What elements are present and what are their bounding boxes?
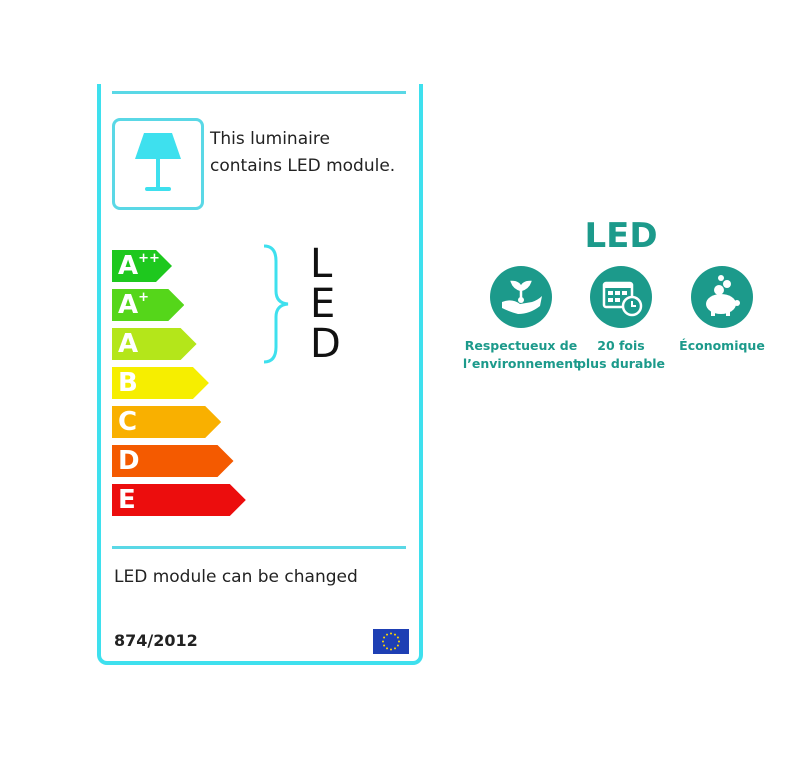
class-letter: D xyxy=(118,446,140,476)
class-letter: A xyxy=(118,290,139,320)
divider xyxy=(112,91,406,94)
features-title: LED xyxy=(584,216,658,256)
energy-class-D: D xyxy=(112,445,234,477)
class-letter: B xyxy=(118,368,138,398)
energy-label xyxy=(97,84,423,665)
feature-label: plus durable xyxy=(576,356,666,371)
energy-class-Ap: A+ xyxy=(112,289,184,321)
brace-icon xyxy=(263,244,289,364)
class-suffix: ++ xyxy=(138,251,160,266)
lamp-icon xyxy=(135,133,181,191)
feature-label: Respectueux de xyxy=(464,338,578,353)
class-letter: A xyxy=(118,251,139,281)
calendar-clock-icon xyxy=(590,266,652,328)
luminaire-text: This luminaire xyxy=(210,129,330,149)
luminaire-text: contains LED module. xyxy=(210,156,396,176)
class-suffix: + xyxy=(138,290,150,305)
feature-label: Économique xyxy=(679,338,765,353)
regulation-number: 874/2012 xyxy=(114,631,198,650)
piggy-bank-icon xyxy=(691,266,753,328)
class-letter: A xyxy=(118,329,139,359)
energy-class-A: A xyxy=(112,328,197,360)
energy-class-E: E xyxy=(112,484,246,516)
led-letter: E xyxy=(310,281,336,327)
divider xyxy=(112,546,406,549)
feature-label: l’environnement xyxy=(462,356,580,371)
class-letter: C xyxy=(118,407,138,437)
feature-label: 20 fois xyxy=(597,338,645,353)
led-letter: L xyxy=(310,241,333,287)
hand-plant-icon xyxy=(490,266,552,328)
led-letter: D xyxy=(310,321,341,367)
class-letter: E xyxy=(118,485,136,515)
eu-flag-icon xyxy=(373,629,409,654)
energy-class-B: B xyxy=(112,367,209,399)
energy-class-C: C xyxy=(112,406,221,438)
module-text: LED module can be changed xyxy=(114,567,358,587)
lamp-icon-box xyxy=(112,118,204,210)
